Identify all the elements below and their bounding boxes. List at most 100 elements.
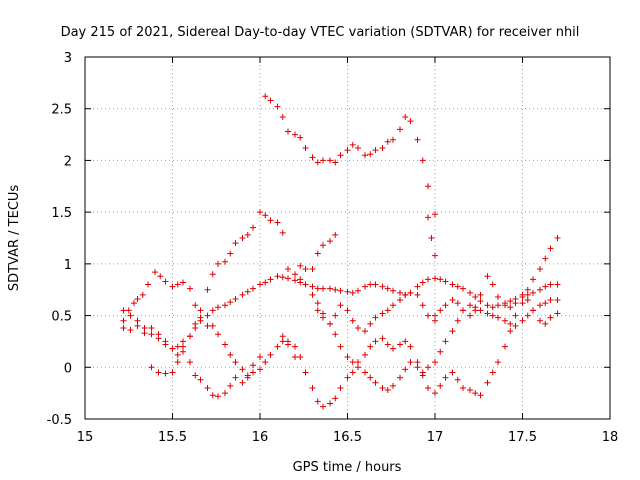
y-tick-labels: -0.5 0 0.5 1 1.5 2 2.5 3: [47, 51, 72, 428]
data-point: [250, 362, 256, 369]
data-point: [204, 322, 211, 329]
data-point: [507, 328, 514, 335]
data-point: [384, 138, 391, 145]
data-point: [327, 400, 333, 407]
data-point: [292, 277, 298, 284]
data-point: [314, 159, 321, 166]
data-point: [232, 240, 239, 247]
data-point: [309, 283, 316, 290]
data-point: [432, 390, 438, 397]
y-tick-label: 1: [64, 258, 72, 273]
data-point: [204, 312, 211, 319]
data-point: [309, 154, 316, 161]
data-point: [414, 136, 421, 143]
data-point: [239, 235, 246, 241]
data-point: [344, 307, 351, 314]
data-point: [397, 126, 403, 133]
data-point: [484, 379, 491, 386]
data-point: [297, 353, 304, 360]
data-point: [432, 252, 438, 259]
data-point: [232, 296, 239, 303]
axis-ticks: [84, 56, 611, 420]
data-point: [507, 298, 514, 305]
data-point: [437, 382, 444, 389]
data-point: [127, 327, 134, 334]
data-point: [274, 219, 281, 226]
data-point: [292, 353, 298, 360]
data-point: [227, 382, 234, 389]
data-point: [542, 320, 549, 327]
data-point: [547, 297, 554, 304]
data-point: [302, 369, 309, 376]
data-point: [524, 297, 531, 304]
data-point: [174, 343, 181, 350]
data-point: [209, 271, 216, 278]
data-point: [169, 345, 176, 352]
data-point: [227, 351, 234, 358]
data-point: [530, 307, 536, 314]
data-point: [425, 276, 431, 283]
data-point: [262, 279, 269, 286]
data-point: [454, 317, 461, 324]
data-point: [495, 359, 501, 366]
data-point: [530, 289, 536, 296]
data-point: [125, 307, 132, 314]
data-point: [484, 273, 491, 280]
series-track-k: [432, 273, 561, 327]
data-point: [362, 152, 368, 159]
data-point: [449, 369, 456, 376]
data-point: [414, 283, 421, 290]
data-point: [134, 322, 141, 329]
data-point: [267, 276, 274, 283]
data-point: [547, 314, 554, 321]
data-point: [384, 307, 391, 314]
data-point: [327, 157, 333, 164]
data-point: [244, 231, 251, 238]
data-point: [332, 312, 339, 319]
data-point: [524, 291, 531, 298]
data-point: [227, 250, 234, 257]
data-point: [134, 296, 141, 303]
data-point: [302, 145, 309, 152]
data-point: [367, 374, 374, 381]
data-point: [292, 271, 298, 278]
data-point: [215, 393, 221, 400]
data-point: [472, 390, 479, 397]
data-point: [384, 387, 391, 394]
data-point: [250, 369, 256, 376]
data-point: [477, 307, 484, 314]
data-point: [309, 384, 316, 391]
data-point: [257, 281, 263, 288]
data-point: [419, 369, 426, 376]
data-point: [302, 266, 309, 273]
data-point: [442, 302, 449, 309]
data-point: [222, 302, 228, 309]
data-point: [379, 335, 386, 342]
data-point: [530, 276, 536, 283]
data-point: [337, 384, 344, 391]
data-point: [379, 384, 386, 391]
data-point: [537, 302, 543, 309]
data-point: [279, 229, 286, 236]
data-point: [204, 286, 211, 293]
data-point: [215, 260, 221, 267]
series-track-j: [297, 231, 339, 273]
data-point: [542, 283, 549, 290]
data-point: [519, 300, 526, 307]
data-point: [285, 275, 291, 282]
data-point: [407, 289, 414, 296]
data-point: [442, 278, 449, 285]
data-point: [244, 288, 251, 295]
data-point: [390, 287, 396, 294]
data-point: [155, 331, 162, 338]
data-point: [285, 128, 291, 135]
data-point: [320, 314, 326, 321]
data-point: [320, 157, 326, 164]
y-tick-label: -0.5: [47, 413, 72, 428]
series-track-i: [314, 289, 438, 335]
data-point: [507, 304, 514, 311]
data-point: [349, 317, 356, 324]
data-point: [120, 307, 127, 314]
data-point: [239, 366, 246, 373]
data-point: [554, 310, 561, 317]
